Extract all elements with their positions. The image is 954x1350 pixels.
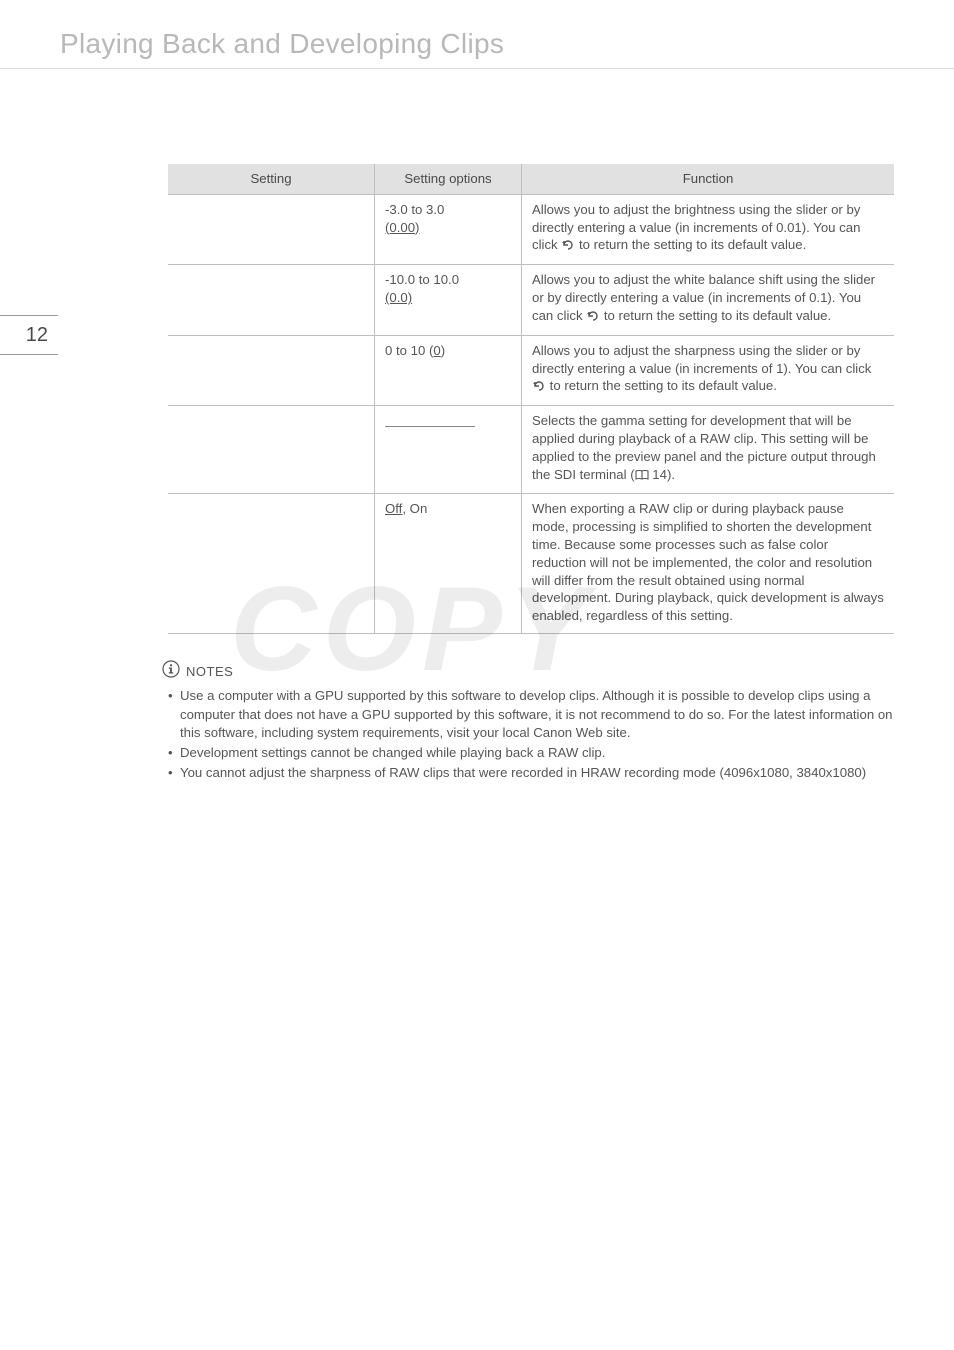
options-range: -3.0 to 3.0 [385, 201, 511, 219]
cell-setting [168, 194, 375, 264]
function-pageref: 14). [649, 467, 675, 482]
options-other: , On [402, 501, 427, 516]
cell-options: Off, On [375, 494, 522, 634]
content-area: Setting Setting options Function -3.0 to… [168, 69, 894, 782]
page-ref-icon [635, 468, 649, 486]
options-range-post: ) [441, 343, 445, 358]
cell-options: -10.0 to 10.0 (0.0) [375, 265, 522, 335]
options-blank-line [385, 416, 475, 427]
table-row: -3.0 to 3.0 (0.00) Allows you to adjust … [168, 194, 894, 264]
function-text-pre: Selects the gamma setting for developmen… [532, 413, 876, 481]
cell-options: -3.0 to 3.0 (0.00) [375, 194, 522, 264]
settings-table: Setting Setting options Function -3.0 to… [168, 164, 894, 634]
table-header-row: Setting Setting options Function [168, 164, 894, 194]
function-text-post: to return the setting to its default val… [575, 237, 806, 252]
cell-function: Allows you to adjust the sharpness using… [522, 335, 895, 405]
table-row: Off, On When exporting a RAW clip or dur… [168, 494, 894, 634]
undo-icon [561, 238, 575, 256]
table-row: Selects the gamma setting for developmen… [168, 406, 894, 494]
cell-function: Allows you to adjust the brightness usin… [522, 194, 895, 264]
page-number: 12 [26, 324, 48, 347]
function-text: When exporting a RAW clip or during play… [532, 501, 884, 623]
notes-item: Use a computer with a GPU supported by t… [168, 687, 894, 742]
col-header-options: Setting options [375, 164, 522, 194]
notes-item: Development settings cannot be changed w… [168, 744, 894, 762]
col-header-function: Function [522, 164, 895, 194]
options-default: 0 [433, 343, 440, 358]
options-range-pre: 0 to 10 ( [385, 343, 433, 358]
function-text-pre: Allows you to adjust the sharpness using… [532, 343, 871, 376]
options-default: (0.0) [385, 289, 511, 307]
cell-setting [168, 265, 375, 335]
notes-label: NOTES [186, 663, 233, 681]
table-row: 0 to 10 (0) Allows you to adjust the sha… [168, 335, 894, 405]
options-range: -10.0 to 10.0 [385, 271, 511, 289]
cell-options: 0 to 10 (0) [375, 335, 522, 405]
function-text-post: to return the setting to its default val… [600, 308, 831, 323]
cell-setting [168, 406, 375, 494]
cell-function: Selects the gamma setting for developmen… [522, 406, 895, 494]
page: Playing Back and Developing Clips 12 COP… [0, 0, 954, 1350]
chapter-title: Playing Back and Developing Clips [0, 0, 954, 69]
cell-function: When exporting a RAW clip or during play… [522, 494, 895, 634]
cell-options [375, 406, 522, 494]
options-default: Off [385, 501, 402, 516]
function-text-post: to return the setting to its default val… [546, 378, 777, 393]
notes-block: NOTES Use a computer with a GPU supporte… [168, 660, 894, 782]
notes-list: Use a computer with a GPU supported by t… [168, 687, 894, 782]
col-header-setting: Setting [168, 164, 375, 194]
info-icon [162, 660, 180, 683]
cell-setting [168, 494, 375, 634]
cell-function: Allows you to adjust the white balance s… [522, 265, 895, 335]
page-number-tab: 12 [0, 315, 58, 355]
cell-setting [168, 335, 375, 405]
table-row: -10.0 to 10.0 (0.0) Allows you to adjust… [168, 265, 894, 335]
notes-item: You cannot adjust the sharpness of RAW c… [168, 764, 894, 782]
options-default: (0.00) [385, 219, 511, 237]
undo-icon [532, 379, 546, 397]
notes-header: NOTES [162, 660, 894, 683]
undo-icon [586, 309, 600, 327]
